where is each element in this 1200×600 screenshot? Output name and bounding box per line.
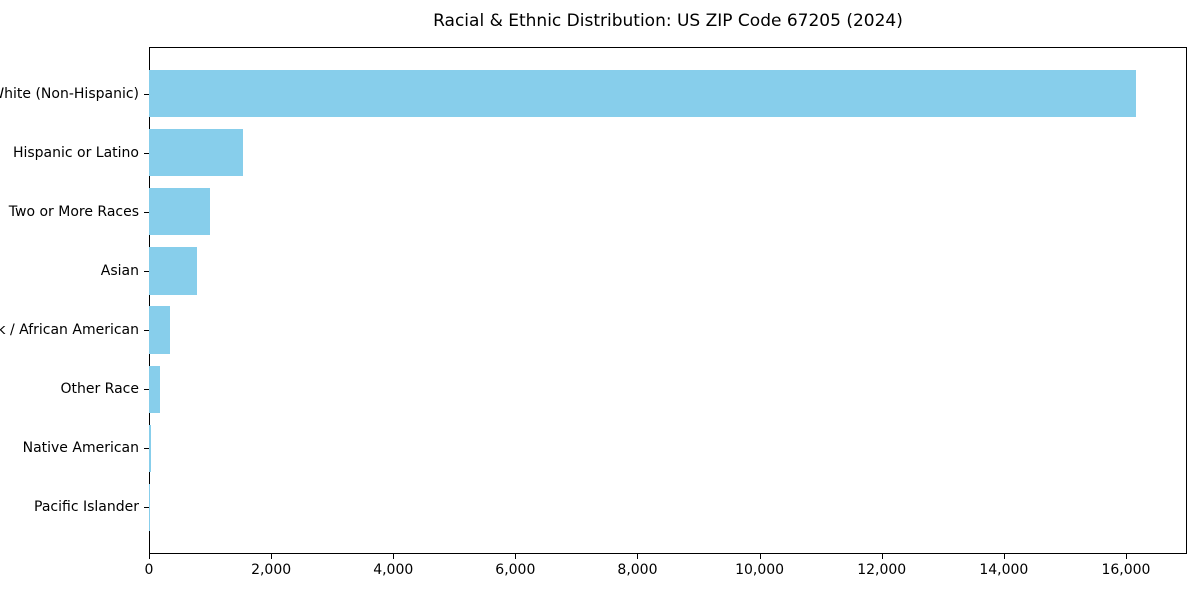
y-tick-label-black-african-american: Black / African American: [0, 322, 139, 339]
x-tick-label-2000: 2,000: [251, 562, 292, 578]
x-tick-mark-4000: [393, 554, 395, 559]
y-tick-mark-black-african-american: [144, 330, 149, 332]
y-tick-label-white-non-hispanic: White (Non-Hispanic): [0, 85, 139, 102]
x-tick-label-8000: 8,000: [617, 562, 658, 578]
x-tick-mark-12000: [881, 554, 883, 559]
x-tick-label-10000: 10,000: [735, 562, 785, 578]
bar-black-african-american: [149, 306, 170, 354]
y-tick-label-other-race: Other Race: [60, 381, 139, 398]
y-tick-label-asian: Asian: [100, 262, 139, 279]
y-tick-label-pacific-islander: Pacific Islander: [34, 499, 139, 516]
bar-asian: [149, 247, 198, 295]
y-tick-mark-other-race: [144, 389, 149, 391]
y-tick-mark-white-non-hispanic: [144, 93, 149, 95]
x-tick-mark-10000: [759, 554, 761, 559]
x-tick-label-4000: 4,000: [373, 562, 414, 578]
x-tick-mark-16000: [1125, 554, 1127, 559]
bar-white-non-hispanic: [149, 70, 1137, 118]
y-tick-mark-pacific-islander: [144, 507, 149, 509]
x-tick-label-14000: 14,000: [979, 562, 1029, 578]
bar-hispanic-or-latino: [149, 129, 244, 177]
x-tick-mark-0: [149, 554, 150, 559]
plot-area: [149, 47, 1187, 554]
x-tick-label-12000: 12,000: [857, 562, 907, 578]
x-tick-label-0: 0: [144, 562, 154, 578]
y-tick-label-two-or-more-races: Two or More Races: [8, 203, 139, 220]
bar-pacific-islander: [149, 483, 150, 531]
x-tick-mark-6000: [515, 554, 517, 559]
chart-title: Racial & Ethnic Distribution: US ZIP Cod…: [433, 11, 903, 31]
y-tick-mark-asian: [144, 270, 149, 272]
y-tick-mark-native-american: [144, 448, 149, 450]
y-tick-mark-two-or-more-races: [144, 211, 149, 213]
y-tick-label-native-american: Native American: [22, 440, 139, 457]
x-tick-mark-8000: [637, 554, 639, 559]
x-tick-label-16000: 16,000: [1101, 562, 1151, 578]
x-tick-mark-14000: [1003, 554, 1005, 559]
x-tick-mark-2000: [271, 554, 273, 559]
y-tick-mark-hispanic-or-latino: [144, 152, 149, 154]
bar-two-or-more-races: [149, 188, 211, 236]
x-tick-label-6000: 6,000: [495, 562, 536, 578]
bar-native-american: [149, 424, 151, 472]
bar-other-race: [149, 365, 160, 413]
y-tick-label-hispanic-or-latino: Hispanic or Latino: [12, 144, 139, 161]
